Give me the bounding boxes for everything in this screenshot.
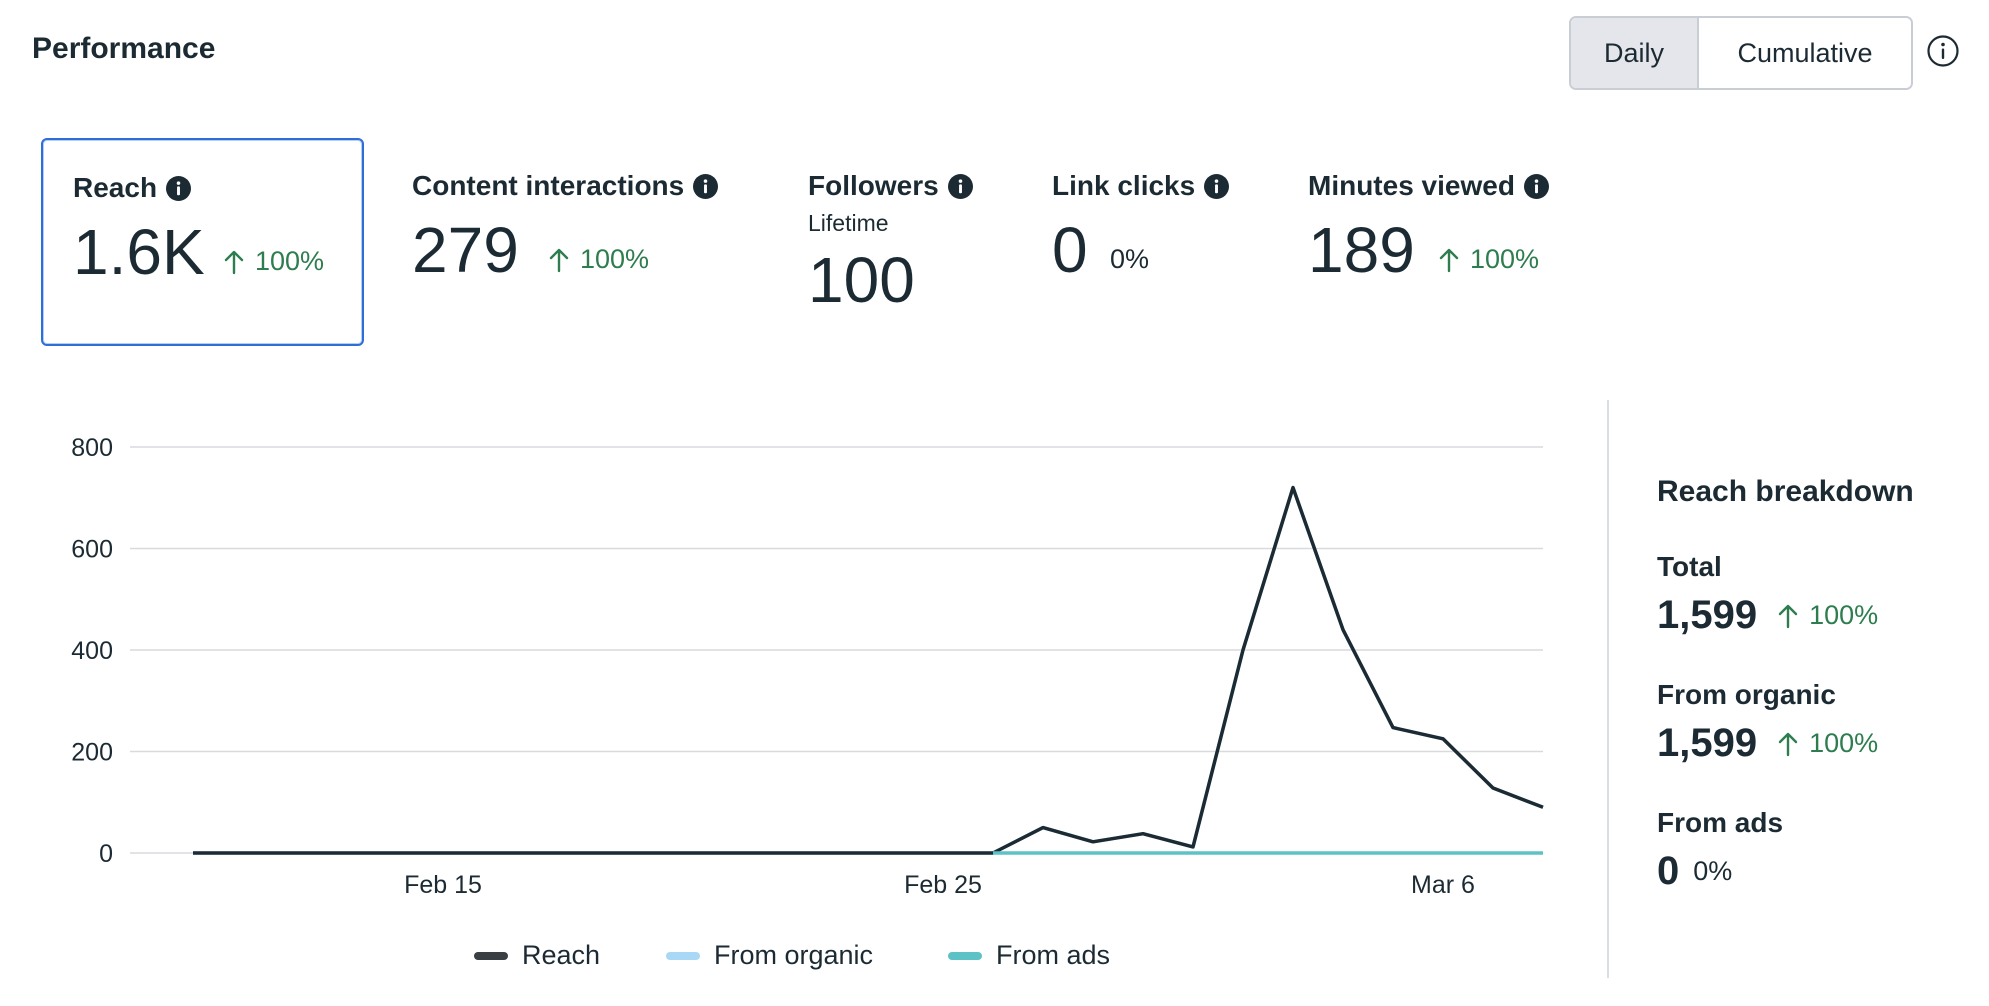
breakdown-title: Reach breakdown xyxy=(1657,475,1914,508)
legend-label-organic: From organic xyxy=(714,940,874,970)
info-filled-icon[interactable] xyxy=(1204,173,1230,199)
breakdown-value-total: 1,599 100% xyxy=(1657,593,1879,637)
y-tick-label: 400 xyxy=(71,637,113,665)
metric-value-followers: 100 xyxy=(808,244,915,316)
metric-label-link-clicks: Link clicks xyxy=(1052,170,1230,202)
view-toggle: Daily Cumulative xyxy=(1569,16,1913,90)
vertical-divider xyxy=(1607,400,1609,978)
metric-delta-reach: 100% xyxy=(223,246,324,277)
legend-item-ads[interactable]: From ads xyxy=(948,940,1110,971)
metric-value-minutes-viewed: 189 xyxy=(1308,214,1415,286)
cumulative-toggle-button[interactable]: Cumulative xyxy=(1699,18,1911,88)
breakdown-label-total: Total xyxy=(1657,551,1722,582)
series-line-from-organic xyxy=(193,485,1544,855)
legend-item-reach[interactable]: Reach xyxy=(474,940,600,971)
metric-delta-link-clicks: 0% xyxy=(1110,244,1150,274)
y-tick-label: 800 xyxy=(71,434,113,462)
breakdown-value-organic: 1,599 100% xyxy=(1657,721,1879,765)
metric-value-reach: 1.6K xyxy=(73,216,205,288)
metric-value-link-clicks: 0 xyxy=(1052,214,1088,286)
breakdown-delta-ads: 0% xyxy=(1693,856,1733,886)
arrow-up-icon xyxy=(224,250,244,274)
page-title: Performance xyxy=(32,32,216,65)
y-tick-label: 600 xyxy=(71,536,113,564)
chart-grid xyxy=(130,446,1543,854)
daily-toggle-button[interactable]: Daily xyxy=(1571,18,1699,88)
metric-value-content-interactions: 279 xyxy=(412,214,519,286)
info-filled-icon[interactable] xyxy=(1523,173,1549,199)
reach-line-chart: 800 600 400 200 0 Feb 15 Feb 25 Mar 6 xyxy=(71,434,1544,899)
info-outline-icon[interactable] xyxy=(1926,34,1960,68)
breakdown-label-organic: From organic xyxy=(1657,679,1836,710)
metric-card-link-clicks[interactable]: Link clicks 0 0% xyxy=(1022,138,1240,346)
info-filled-icon[interactable] xyxy=(166,175,192,201)
breakdown-delta-total: 100% xyxy=(1777,600,1878,631)
metric-card-reach[interactable]: Reach 1.6K 100% xyxy=(41,138,364,346)
breakdown-delta-organic: 100% xyxy=(1777,728,1878,759)
metric-delta-minutes-viewed: 100% xyxy=(1438,244,1539,275)
x-axis-ticks: Feb 15 Feb 25 Mar 6 xyxy=(404,871,1475,899)
arrow-up-icon xyxy=(1778,732,1798,756)
arrow-up-icon xyxy=(1778,604,1798,628)
info-filled-icon[interactable] xyxy=(947,173,973,199)
x-tick-label: Mar 6 xyxy=(1411,871,1475,899)
metric-card-content-interactions[interactable]: Content interactions 279 100% xyxy=(382,138,752,346)
metric-label-followers: Followers xyxy=(808,170,973,202)
chart-series xyxy=(193,485,1544,855)
metric-card-minutes-viewed[interactable]: Minutes viewed 189 100% xyxy=(1278,138,1578,346)
metric-card-followers[interactable]: Followers Lifetime 100 xyxy=(778,138,1000,346)
legend-label-reach: Reach xyxy=(522,940,601,970)
legend-label-ads: From ads xyxy=(996,940,1111,970)
legend-swatch-organic xyxy=(666,951,700,960)
metric-sublabel-followers: Lifetime xyxy=(808,210,889,236)
metric-delta-content-interactions: 100% xyxy=(548,244,649,275)
breakdown-label-ads: From ads xyxy=(1657,807,1784,838)
series-line-reach xyxy=(193,485,1544,855)
metric-label-reach: Reach xyxy=(73,172,192,204)
metric-label-minutes-viewed: Minutes viewed xyxy=(1308,170,1549,202)
breakdown-value-ads: 0 0% xyxy=(1657,849,1733,893)
legend-item-organic[interactable]: From organic xyxy=(666,940,873,971)
arrow-up-icon xyxy=(549,248,569,272)
y-axis-ticks: 800 600 400 200 0 xyxy=(71,434,113,868)
y-tick-label: 0 xyxy=(99,840,113,868)
arrow-up-icon xyxy=(1439,248,1459,272)
y-tick-label: 200 xyxy=(71,739,113,767)
metric-label-content-interactions: Content interactions xyxy=(412,170,719,202)
info-filled-icon[interactable] xyxy=(693,173,719,199)
legend-swatch-ads xyxy=(948,951,982,960)
x-tick-label: Feb 15 xyxy=(404,871,482,899)
x-tick-label: Feb 25 xyxy=(904,871,982,899)
legend-swatch-reach xyxy=(474,951,508,960)
